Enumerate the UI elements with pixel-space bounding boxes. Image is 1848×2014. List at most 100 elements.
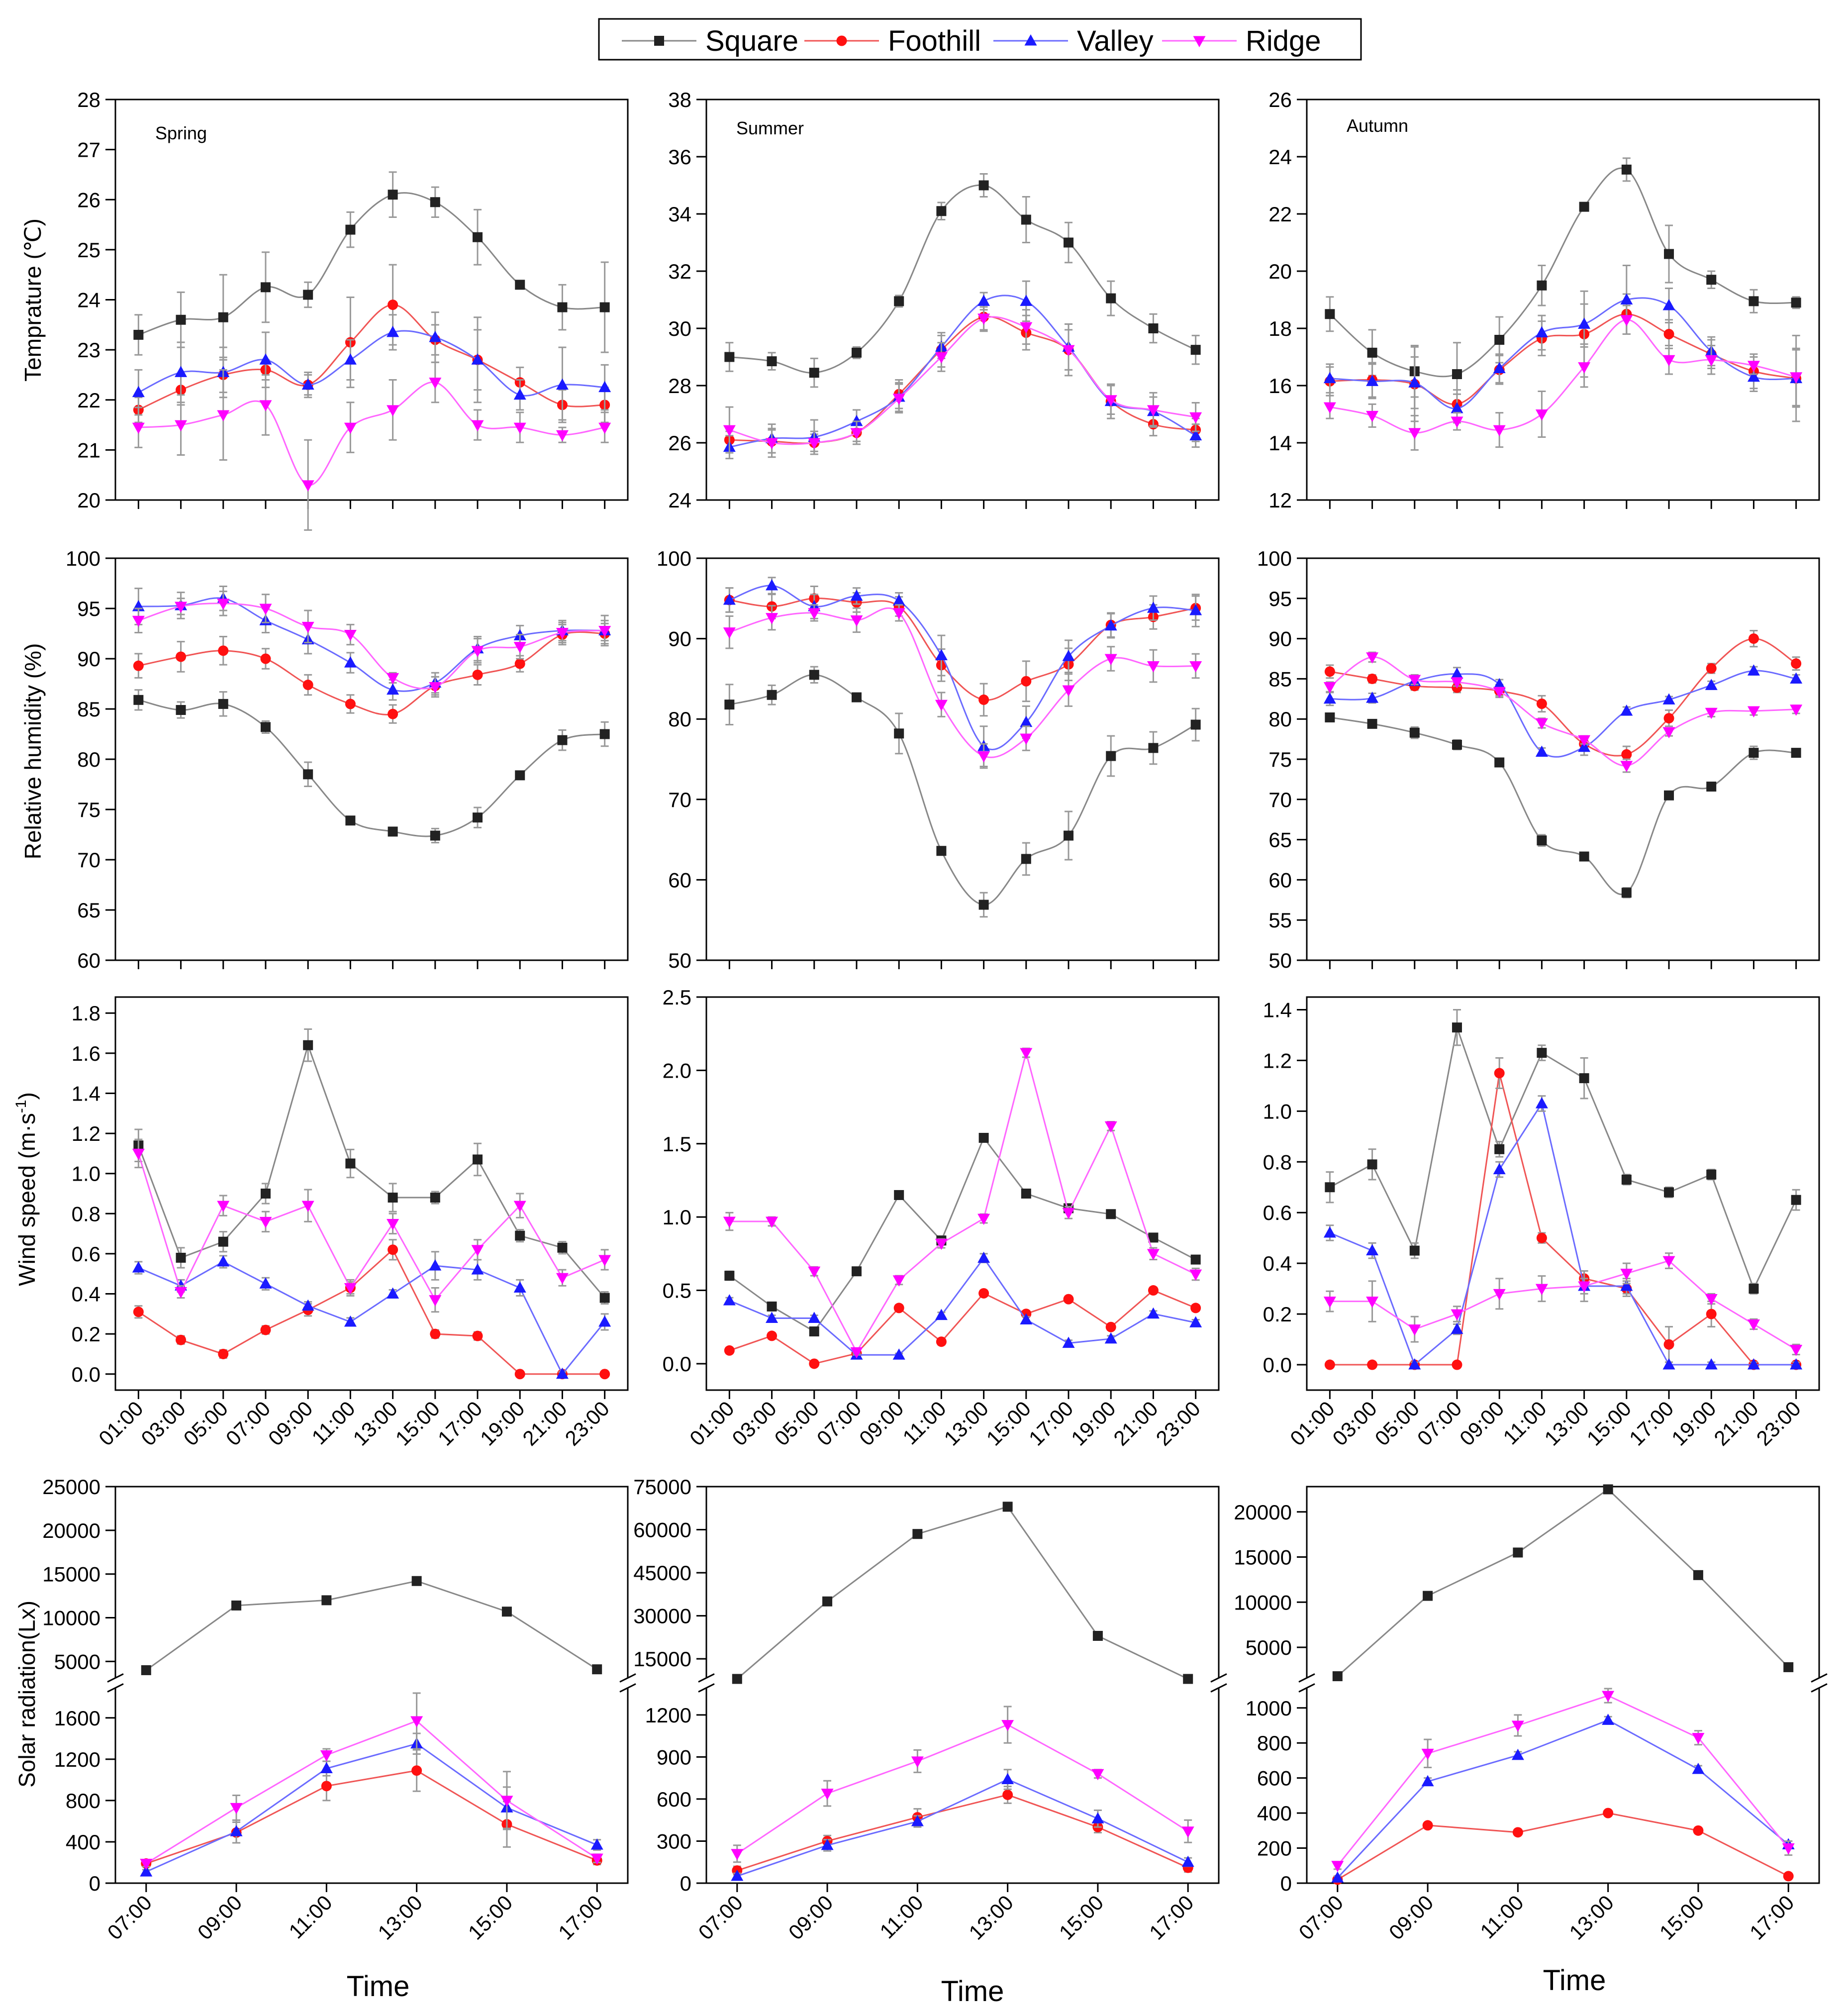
data-point <box>1621 749 1632 760</box>
data-point <box>808 608 821 619</box>
data-point <box>1021 676 1032 687</box>
data-point <box>230 1825 243 1836</box>
data-point <box>344 1315 357 1327</box>
data-point <box>302 680 313 691</box>
y-tick-label: 5000 <box>1246 1636 1292 1659</box>
axis-break-mark <box>1811 1673 1828 1683</box>
series-line <box>729 1289 1196 1365</box>
data-point <box>514 1369 525 1380</box>
y-tick-label: 90 <box>77 647 100 671</box>
data-point <box>1020 1048 1033 1060</box>
data-point <box>132 1261 145 1273</box>
x-tick-label: 09:00 <box>855 1397 908 1450</box>
series-line <box>1330 716 1796 895</box>
y-tick-label: 0.0 <box>663 1352 691 1376</box>
y-tick-label: 1.2 <box>1263 1049 1292 1072</box>
x-tick-label: 05:00 <box>770 1397 824 1450</box>
data-point <box>1664 790 1674 801</box>
data-point <box>471 1245 484 1256</box>
data-point <box>1020 733 1033 745</box>
data-point <box>1664 249 1674 259</box>
data-point <box>1511 1748 1524 1760</box>
y-tick-label: 90 <box>668 627 691 651</box>
data-point <box>1790 705 1803 716</box>
x-tick-label: 07:00 <box>1413 1397 1466 1450</box>
legend-marker <box>836 35 847 46</box>
y-tick-label: 55 <box>1268 908 1292 932</box>
axis-break-mark <box>698 1673 715 1683</box>
y-tick-label: 20 <box>1268 260 1292 283</box>
data-point <box>175 1287 188 1299</box>
data-point <box>767 1301 777 1311</box>
data-point <box>1062 685 1075 697</box>
series-line <box>1337 1695 1789 1866</box>
data-point <box>1366 692 1379 703</box>
x-tick-label: 11:00 <box>875 1891 927 1943</box>
data-point <box>471 353 484 365</box>
y-tick-label: 0.2 <box>72 1322 100 1346</box>
series-line <box>138 1248 605 1375</box>
y-tick-label: 0.6 <box>1263 1201 1292 1224</box>
panel-solar-summer: 15000 30000 45000 60000 75000 0 300 600 900 1200 0… <box>633 1475 1234 1944</box>
data-point <box>1408 1324 1421 1336</box>
data-point <box>1747 361 1760 372</box>
data-point <box>176 1252 186 1263</box>
y-tick-label: 100 <box>1257 547 1292 570</box>
data-point <box>345 224 356 235</box>
x-tick-label: 17:00 <box>1745 1891 1799 1944</box>
data-point <box>1602 1691 1615 1703</box>
x-tick-label: 07:00 <box>221 1397 275 1450</box>
data-point <box>513 642 526 653</box>
y-tick-label: 0.8 <box>1263 1150 1292 1174</box>
data-point <box>1579 1073 1589 1084</box>
data-point <box>1366 375 1379 386</box>
data-point <box>1324 666 1335 677</box>
data-point <box>1408 675 1421 687</box>
y-tick-label: 600 <box>1257 1767 1292 1790</box>
data-point <box>1189 412 1202 424</box>
data-point <box>1705 355 1718 367</box>
data-point <box>1147 1249 1160 1260</box>
data-point <box>1423 1591 1433 1601</box>
series-line <box>138 192 605 336</box>
data-point <box>1331 1861 1344 1872</box>
data-point <box>301 1201 314 1212</box>
y-tick-label: 400 <box>66 1830 100 1854</box>
data-point <box>598 625 611 637</box>
data-point <box>429 1259 442 1271</box>
data-point <box>387 405 399 416</box>
data-point <box>977 751 990 763</box>
data-point <box>176 1334 187 1345</box>
y-tick-label: 0.0 <box>1263 1353 1292 1377</box>
y-tick-label: 5000 <box>54 1650 100 1673</box>
data-point <box>301 378 314 390</box>
data-point <box>851 347 862 358</box>
x-tick-label: 05:00 <box>179 1397 233 1450</box>
row-label-temperature: Temprature (℃) <box>20 218 46 382</box>
series-ridge <box>1331 1688 1795 1872</box>
y-tick-label: 38 <box>668 88 691 111</box>
data-point <box>1790 1344 1803 1356</box>
legend-entry-ridge: Ridge <box>1162 25 1321 57</box>
series-ridge <box>723 306 1202 458</box>
data-point <box>808 1266 821 1278</box>
data-point <box>767 1330 778 1341</box>
y-tick-label: 10000 <box>42 1607 100 1630</box>
series-line <box>729 184 1196 374</box>
data-point <box>1001 1773 1014 1784</box>
panel-solar-spring: 5000 10000 15000 20000 25000 0 400 800 1200 1600 0… <box>42 1475 643 1944</box>
data-point <box>1493 1163 1506 1175</box>
data-point <box>133 1307 144 1317</box>
data-point <box>1535 409 1548 421</box>
series-square <box>133 171 610 361</box>
x-tick-label: 17:00 <box>1145 1891 1198 1944</box>
data-point <box>850 1347 863 1359</box>
data-point <box>1147 405 1160 416</box>
data-point <box>411 1765 422 1776</box>
data-point <box>388 190 398 200</box>
data-point <box>1537 1048 1547 1058</box>
data-point <box>851 692 862 703</box>
data-point <box>141 1665 151 1675</box>
series-square <box>133 1028 610 1305</box>
x-tick-label: 15:00 <box>982 1397 1036 1450</box>
